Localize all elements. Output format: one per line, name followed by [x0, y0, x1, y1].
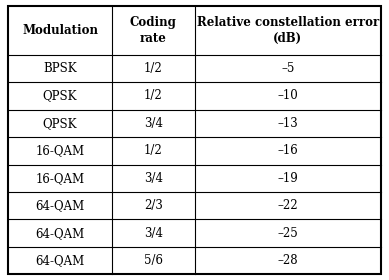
Text: Coding
rate: Coding rate: [130, 16, 177, 45]
Text: 16-QAM: 16-QAM: [35, 172, 85, 185]
Text: 1/2: 1/2: [144, 144, 163, 157]
Text: 2/3: 2/3: [144, 199, 163, 212]
Text: 64-QAM: 64-QAM: [35, 254, 85, 267]
Text: –28: –28: [277, 254, 298, 267]
Text: –25: –25: [277, 227, 298, 240]
Text: –22: –22: [277, 199, 298, 212]
Text: 1/2: 1/2: [144, 62, 163, 75]
Text: 1/2: 1/2: [144, 89, 163, 102]
Text: Relative constellation error
(dB): Relative constellation error (dB): [197, 16, 379, 45]
Text: 5/6: 5/6: [144, 254, 163, 267]
Text: 64-QAM: 64-QAM: [35, 227, 85, 240]
Text: 64-QAM: 64-QAM: [35, 199, 85, 212]
Text: 3/4: 3/4: [144, 117, 163, 130]
Text: –10: –10: [277, 89, 298, 102]
Text: –16: –16: [277, 144, 298, 157]
Text: BPSK: BPSK: [43, 62, 77, 75]
Text: –19: –19: [277, 172, 298, 185]
Text: Modulation: Modulation: [22, 24, 98, 37]
Text: –5: –5: [281, 62, 294, 75]
Text: 16-QAM: 16-QAM: [35, 144, 85, 157]
Text: 3/4: 3/4: [144, 172, 163, 185]
Text: 3/4: 3/4: [144, 227, 163, 240]
Text: QPSK: QPSK: [43, 89, 77, 102]
Text: –13: –13: [277, 117, 298, 130]
Text: QPSK: QPSK: [43, 117, 77, 130]
